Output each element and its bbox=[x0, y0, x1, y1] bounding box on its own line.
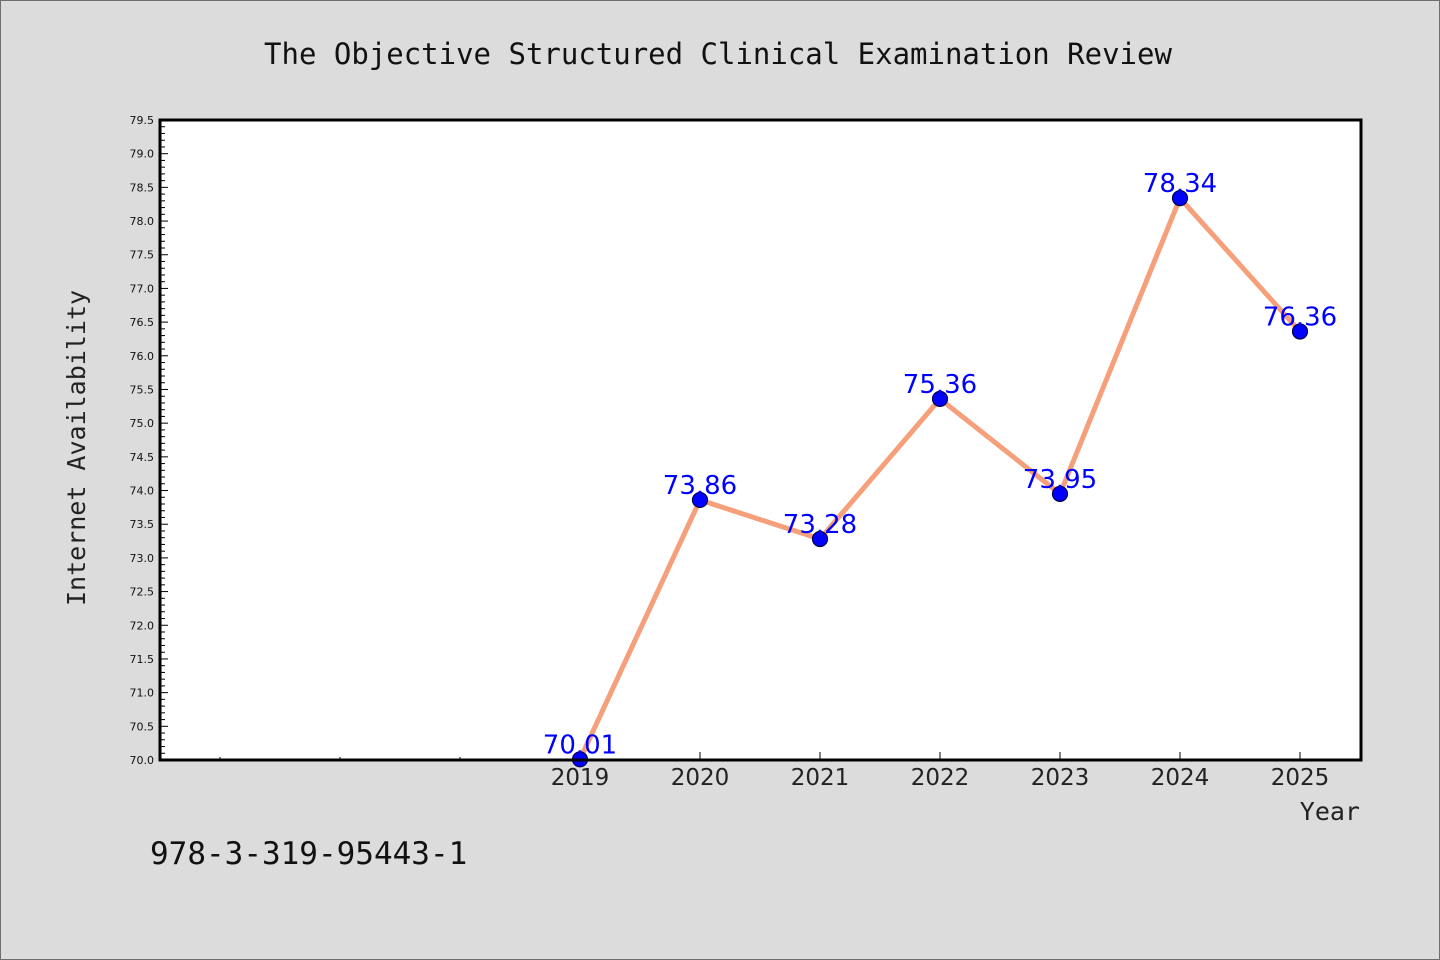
series-layer bbox=[571, 190, 1309, 768]
y-tick-label: 70.5 bbox=[130, 720, 155, 733]
y-tick-label: 76.5 bbox=[130, 316, 155, 329]
y-tick-label: 71.0 bbox=[130, 687, 155, 700]
x-tick-label: 2025 bbox=[1271, 765, 1330, 791]
y-tick-label: 75.5 bbox=[130, 383, 155, 396]
data-point bbox=[1291, 323, 1309, 340]
y-tick-label: 70.0 bbox=[130, 754, 155, 767]
plot-area bbox=[160, 120, 1361, 760]
data-labels: 70.01 73.86 73.28 75.36 73.95 78.34 76.36 bbox=[543, 169, 1337, 760]
y-tick-label: 72.5 bbox=[130, 586, 155, 599]
data-label: 73.95 bbox=[1023, 465, 1097, 495]
data-label: 73.28 bbox=[783, 510, 857, 540]
y-axis-label: Internet Availability bbox=[62, 290, 91, 606]
y-tick-label: 73.0 bbox=[130, 552, 155, 565]
chart-title: The Objective Structured Clinical Examin… bbox=[264, 37, 1172, 71]
y-tick-label: 75.0 bbox=[130, 417, 155, 430]
y-tick-label: 72.0 bbox=[130, 619, 155, 632]
data-point bbox=[811, 530, 829, 548]
x-tick-label: 2019 bbox=[551, 765, 610, 791]
data-label: 75.36 bbox=[903, 370, 977, 400]
x-tick-label: 2022 bbox=[911, 765, 970, 791]
y-tick-label: 74.5 bbox=[130, 451, 155, 464]
y-tick-label: 79.0 bbox=[130, 148, 155, 161]
data-label: 78.34 bbox=[1143, 169, 1217, 199]
y-tick-label: 78.0 bbox=[130, 215, 155, 228]
y-tick-label: 79.5 bbox=[130, 114, 155, 127]
data-point bbox=[1171, 190, 1189, 207]
y-tick-label: 76.0 bbox=[130, 350, 155, 363]
data-label: 70.01 bbox=[543, 730, 617, 760]
y-tick-label: 73.5 bbox=[130, 518, 155, 531]
y-tick-label: 77.0 bbox=[130, 282, 155, 295]
y-tick-label: 71.5 bbox=[130, 653, 155, 666]
data-point bbox=[1051, 485, 1069, 502]
x-tick-label: 2020 bbox=[671, 765, 730, 791]
x-axis: 2019 2020 2021 2022 2023 2024 2025 bbox=[219, 752, 1330, 791]
x-tick-label: 2023 bbox=[1031, 765, 1090, 791]
x-axis-label: Year bbox=[1300, 797, 1360, 826]
y-axis: 70.0 70.5 71.0 71.5 72.0 72.5 73.0 73.5 74.0 74.5… bbox=[130, 114, 168, 767]
x-tick-label: 2021 bbox=[791, 765, 850, 791]
data-label: 76.36 bbox=[1263, 303, 1337, 333]
y-tick-label: 74.0 bbox=[130, 485, 155, 498]
data-label: 73.86 bbox=[663, 471, 737, 501]
x-tick-label: 2024 bbox=[1151, 765, 1210, 791]
plot-border bbox=[158, 118, 1363, 762]
footer-code: 978-3-319-95443-1 bbox=[150, 836, 467, 872]
data-point bbox=[691, 491, 709, 509]
y-tick-label: 77.5 bbox=[130, 249, 155, 262]
data-point bbox=[931, 390, 949, 408]
y-tick-label: 78.5 bbox=[130, 181, 155, 194]
